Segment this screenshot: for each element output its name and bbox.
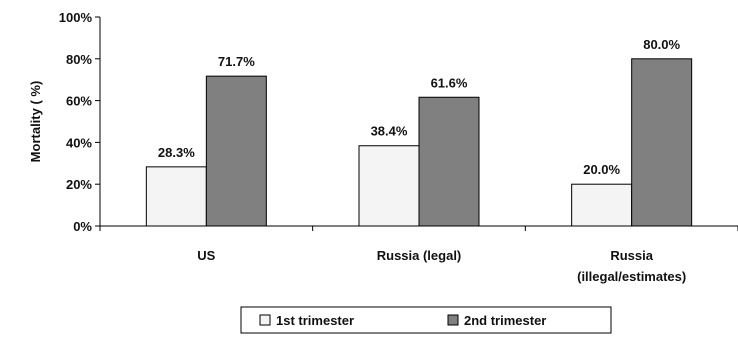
x-category-label: US xyxy=(197,248,215,263)
bar-second-trimester xyxy=(205,75,267,227)
data-label: 80.0% xyxy=(643,37,680,52)
data-label: 28.3% xyxy=(158,145,195,160)
bar-first-trimester xyxy=(145,166,207,227)
y-axis-label: Mortality ( %) xyxy=(28,81,43,163)
bar-second-trimester xyxy=(631,58,693,227)
legend-swatch xyxy=(259,314,271,326)
x-category-label: Russia (legal) xyxy=(377,248,462,263)
bar-first-trimester xyxy=(358,145,420,227)
y-tick-label: 0% xyxy=(73,219,92,234)
x-category-label: Russia xyxy=(610,248,653,263)
legend-label: 1st trimester xyxy=(276,313,354,328)
legend-label: 2nd trimester xyxy=(464,313,546,328)
legend-box xyxy=(240,306,612,334)
x-category-label: (illegal/estimates) xyxy=(577,269,686,284)
y-tick-label: 60% xyxy=(66,94,92,109)
data-label: 61.6% xyxy=(431,75,468,90)
y-tick-label: 40% xyxy=(66,135,92,150)
y-tick-label: 20% xyxy=(66,177,92,192)
data-label: 38.4% xyxy=(371,124,408,139)
y-tick-label: 100% xyxy=(59,10,93,25)
data-label: 71.7% xyxy=(218,54,255,69)
bar-first-trimester xyxy=(571,183,633,227)
y-tick-label: 80% xyxy=(66,52,92,67)
legend-swatch xyxy=(447,314,459,326)
bar-second-trimester xyxy=(418,96,480,227)
data-label: 20.0% xyxy=(583,162,620,177)
